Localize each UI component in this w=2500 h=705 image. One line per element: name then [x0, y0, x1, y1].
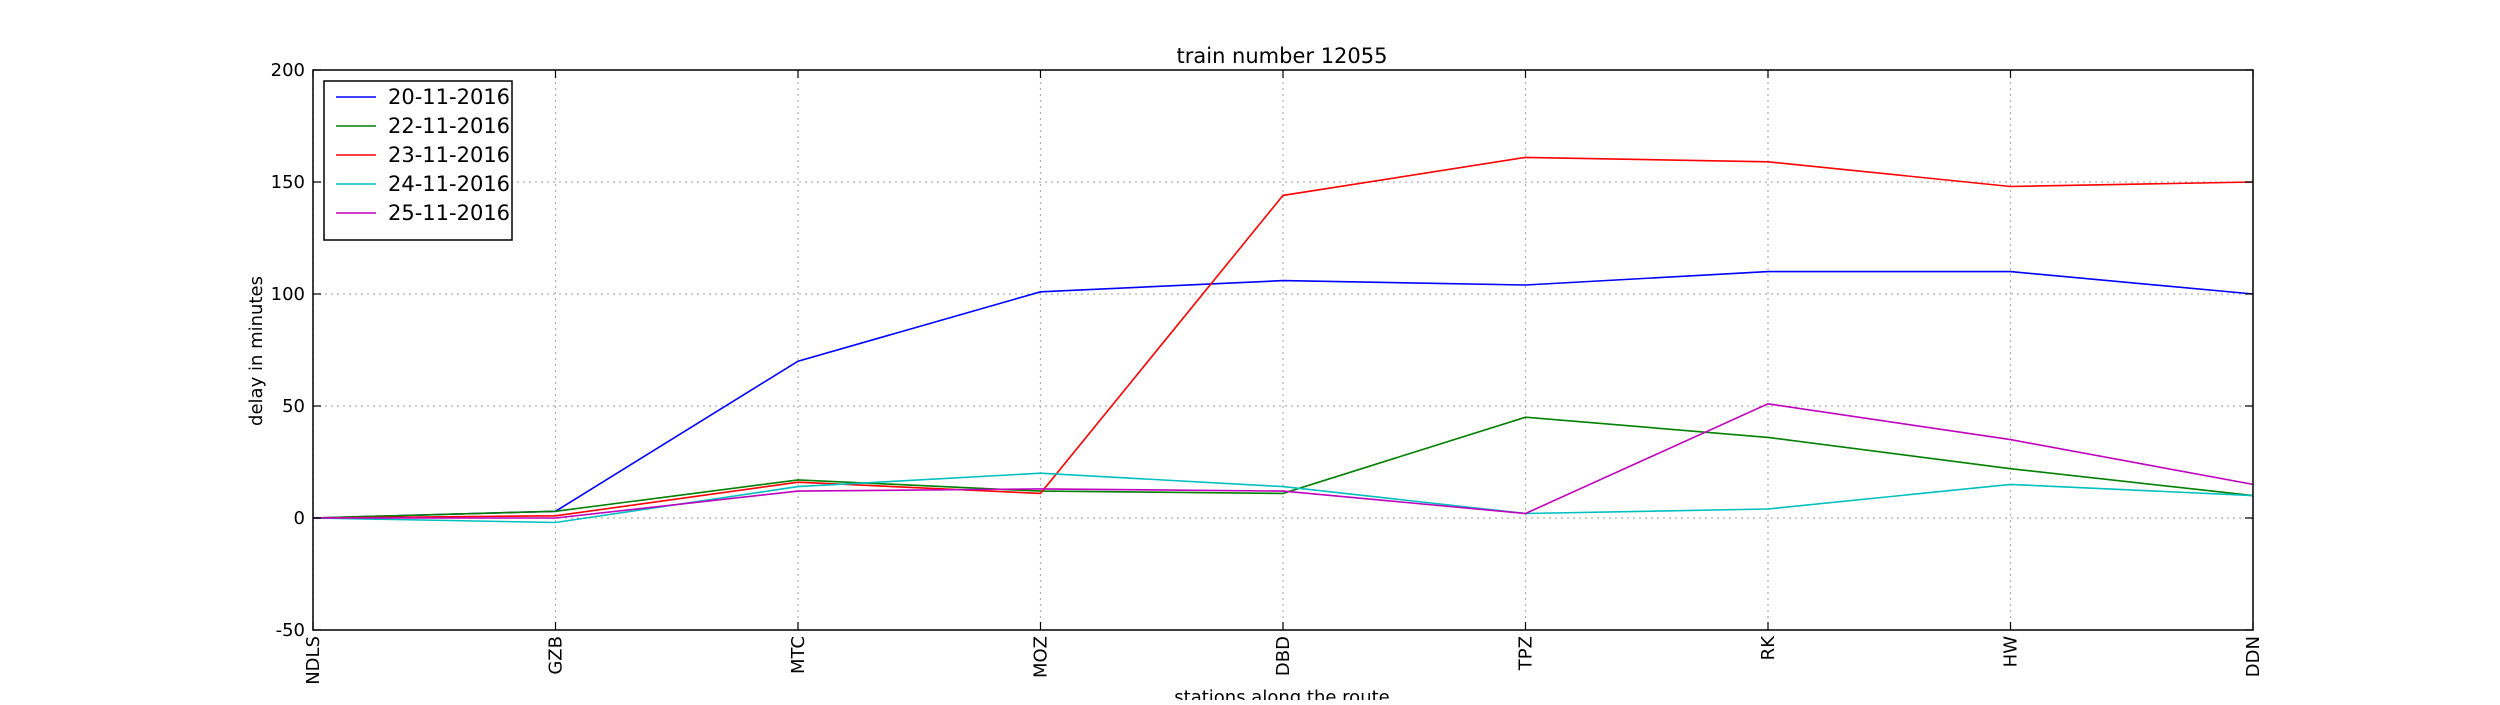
y-tick-label: 200	[271, 60, 305, 81]
y-tick-label: 50	[282, 396, 305, 417]
series-line-25-11-2016	[313, 402, 2254, 519]
x-axis-label: stations along the route	[1174, 687, 1389, 700]
legend-label: 23-11-2016	[388, 143, 510, 167]
grid-lines	[312, 69, 2254, 631]
y-axis-label: delay in minutes	[246, 276, 267, 426]
x-tick-label-hw: HW	[2001, 636, 2022, 668]
x-tick-label-moz: MOZ	[1031, 636, 1052, 678]
x-tick-label-dbd: DBD	[1273, 636, 1294, 676]
axis-ticks	[312, 69, 2254, 631]
y-tick-labels: -50 0 50 100 150 200	[271, 60, 305, 641]
x-tick-labels: NDLS GZB MTC MOZ DBD TPZ RK HW DDN	[303, 635, 2264, 685]
legend-label: 25-11-2016	[388, 201, 510, 225]
legend-label: 20-11-2016	[388, 85, 510, 109]
y-tick-label: 100	[271, 284, 305, 305]
series-line-23-11-2016	[312, 156, 2254, 519]
x-tick-label-ndls: NDLS	[303, 636, 324, 685]
x-tick-label-rk: RK	[1758, 635, 1779, 661]
series-lines	[312, 156, 2254, 524]
x-tick-label-ddn: DDN	[2243, 636, 2264, 677]
y-tick-label: 0	[294, 508, 305, 529]
x-tick-label-gzb: GZB	[546, 636, 567, 675]
legend-label: 22-11-2016	[388, 114, 510, 138]
y-tick-label: 150	[271, 172, 305, 193]
x-tick-label-tpz: TPZ	[1516, 636, 1537, 671]
y-tick-label: -50	[276, 620, 305, 641]
series-line-22-11-2016	[312, 416, 2254, 519]
series-line-20-11-2016	[312, 270, 2254, 519]
x-tick-label-mtc: MTC	[788, 636, 809, 674]
legend: 20-11-2016 22-11-2016 23-11-2016 24-11-2016…	[323, 80, 513, 241]
series-line-24-11-2016	[312, 472, 2254, 524]
legend-label: 24-11-2016	[388, 172, 510, 196]
chart-title: train number 12055	[1177, 44, 1388, 68]
